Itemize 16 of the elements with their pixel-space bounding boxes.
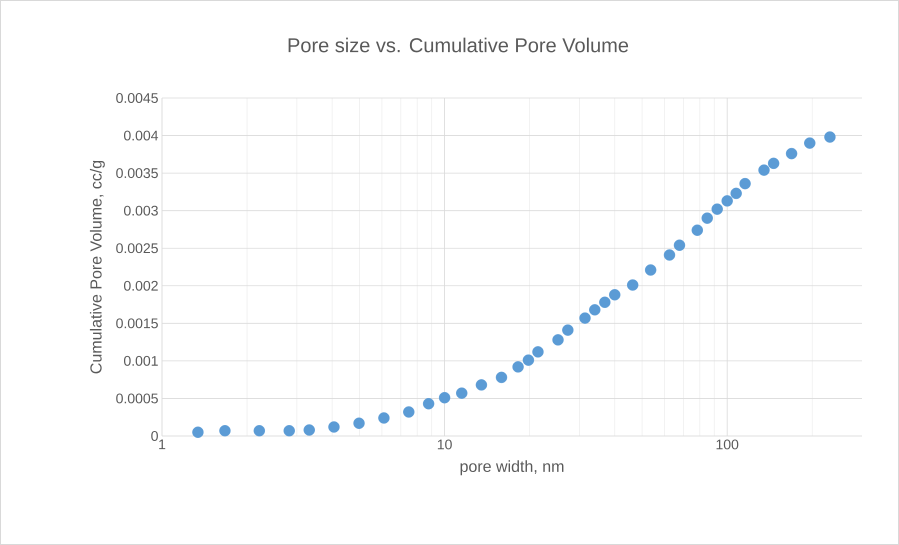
y-tick-label: 0.0025 xyxy=(116,243,158,254)
y-tick-label: 0.004 xyxy=(124,130,158,141)
x-tick-label: 100 xyxy=(716,440,738,450)
y-tick-label: 0.003 xyxy=(124,206,158,216)
y-tick-label: 0.0035 xyxy=(116,168,158,178)
y-axis-title: Cumulative Pore Volume, cc/g xyxy=(90,160,105,374)
x-tick-label: 10 xyxy=(438,440,452,450)
y-tick-label: 0.001 xyxy=(124,356,158,366)
y-tick-label: 0.002 xyxy=(124,280,158,291)
x-tick-label: 1 xyxy=(159,440,166,450)
y-tick-label: 0.0015 xyxy=(116,318,158,328)
y-tick-label: 0.0005 xyxy=(116,393,158,404)
y-tick-label: 0 xyxy=(151,431,158,441)
chart-title: Pore size vs. Cumulative Pore Volume xyxy=(288,38,628,52)
x-axis-title: pore width, nm xyxy=(460,460,564,476)
y-tick-label: 0.0045 xyxy=(116,93,158,103)
